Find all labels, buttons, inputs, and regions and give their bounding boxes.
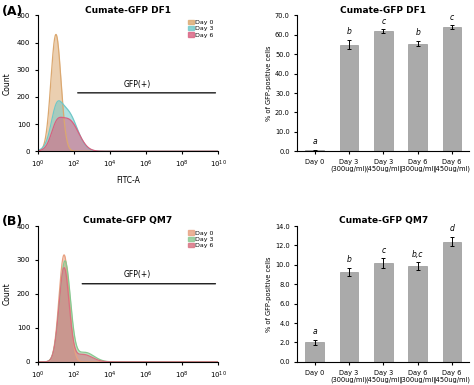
Text: b: b bbox=[415, 28, 420, 37]
Bar bbox=[374, 31, 393, 151]
Bar bbox=[305, 343, 324, 362]
Text: d: d bbox=[449, 224, 455, 233]
Bar bbox=[408, 44, 427, 151]
Text: b: b bbox=[346, 255, 352, 264]
Bar bbox=[340, 272, 358, 362]
Text: b: b bbox=[346, 27, 352, 36]
Text: GFP(+): GFP(+) bbox=[124, 270, 151, 279]
Text: b,c: b,c bbox=[412, 249, 423, 259]
Y-axis label: % of GFP-positive cells: % of GFP-positive cells bbox=[266, 45, 272, 121]
Bar bbox=[443, 27, 462, 151]
Y-axis label: % of GFP-positive cells: % of GFP-positive cells bbox=[266, 256, 273, 332]
Legend: Day 0, Day 3, Day 6: Day 0, Day 3, Day 6 bbox=[187, 229, 215, 249]
Title: Cumate-GFP QM7: Cumate-GFP QM7 bbox=[339, 216, 428, 225]
Text: a: a bbox=[312, 137, 317, 146]
Bar bbox=[408, 266, 427, 362]
Y-axis label: Count: Count bbox=[2, 72, 11, 95]
Bar bbox=[340, 45, 358, 151]
Text: c: c bbox=[450, 13, 454, 22]
Title: Cumate-GFP QM7: Cumate-GFP QM7 bbox=[83, 216, 173, 225]
Text: c: c bbox=[381, 17, 385, 25]
Text: (A): (A) bbox=[2, 5, 23, 18]
Title: Cumate-GFP DF1: Cumate-GFP DF1 bbox=[340, 6, 427, 15]
Text: (B): (B) bbox=[2, 215, 23, 228]
Bar bbox=[443, 241, 462, 362]
Text: c: c bbox=[381, 246, 385, 254]
Bar bbox=[374, 263, 393, 362]
Title: Cumate-GFP DF1: Cumate-GFP DF1 bbox=[85, 6, 171, 15]
Bar bbox=[305, 150, 324, 151]
Y-axis label: Count: Count bbox=[2, 283, 11, 305]
Text: a: a bbox=[312, 327, 317, 336]
Text: GFP(+): GFP(+) bbox=[124, 80, 151, 89]
Legend: Day 0, Day 3, Day 6: Day 0, Day 3, Day 6 bbox=[187, 18, 215, 39]
X-axis label: FITC-A: FITC-A bbox=[116, 176, 140, 185]
